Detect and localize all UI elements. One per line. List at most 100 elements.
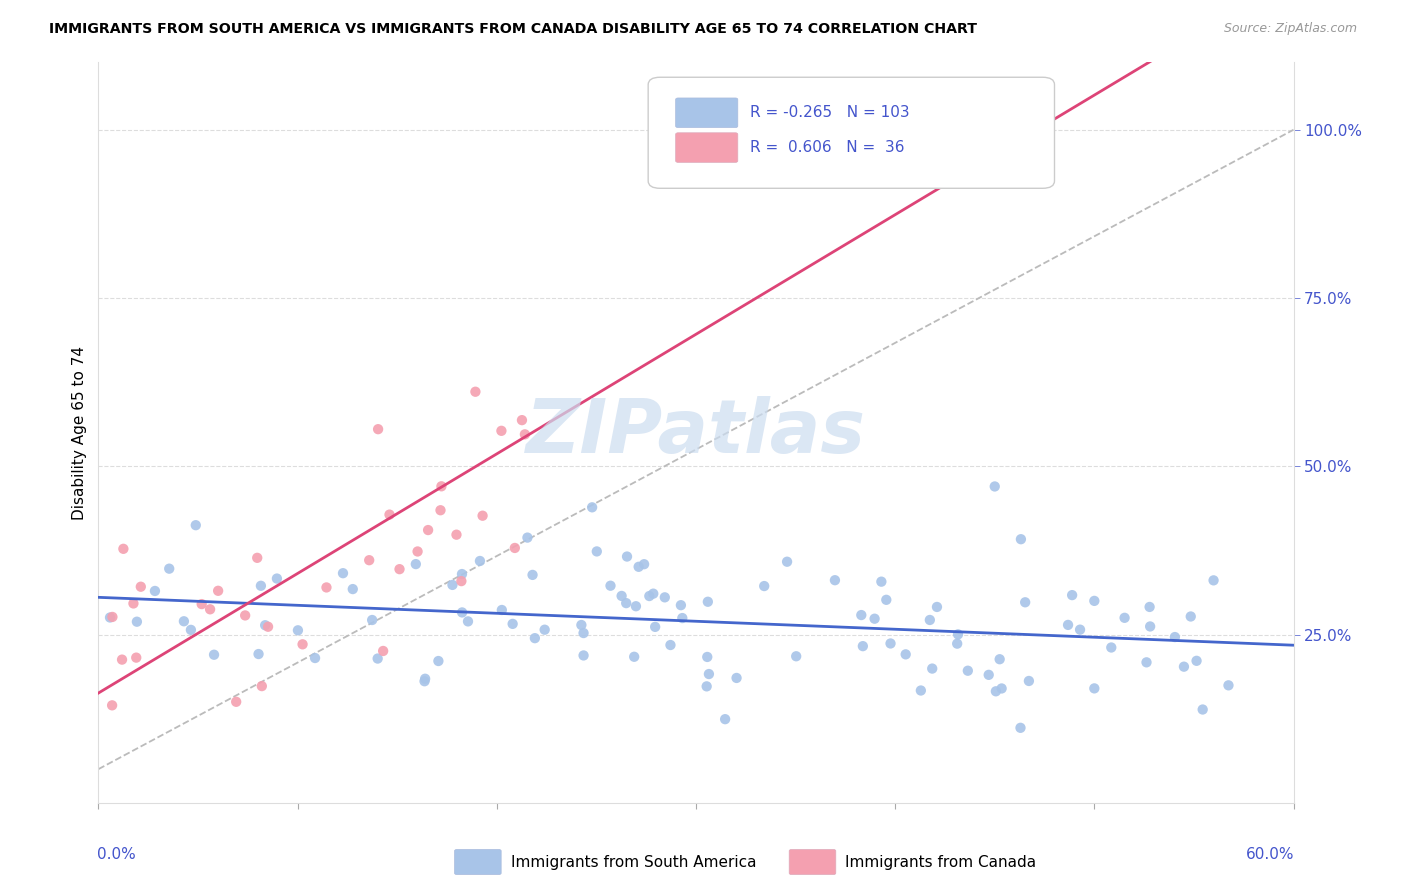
Point	[1114, 611, 1136, 625]
Point	[988, 652, 1011, 666]
Text: 0.0%: 0.0%	[97, 847, 136, 863]
Point	[98, 610, 121, 624]
Point	[696, 649, 718, 664]
Point	[430, 479, 453, 493]
Point	[250, 579, 273, 593]
Point	[714, 712, 737, 726]
Point	[359, 553, 381, 567]
Point	[946, 627, 969, 641]
Point	[446, 527, 468, 541]
Point	[457, 615, 479, 629]
Point	[361, 613, 384, 627]
Text: R =  0.606   N =  36: R = 0.606 N = 36	[749, 140, 904, 155]
Point	[254, 618, 277, 632]
Point	[627, 559, 650, 574]
Y-axis label: Disability Age 65 to 74: Disability Age 65 to 74	[72, 345, 87, 520]
Text: IMMIGRANTS FROM SOUTH AMERICA VS IMMIGRANTS FROM CANADA DISABILITY AGE 65 TO 74 : IMMIGRANTS FROM SOUTH AMERICA VS IMMIGRA…	[49, 22, 977, 37]
Point	[1185, 654, 1208, 668]
Point	[638, 589, 661, 603]
Point	[491, 603, 513, 617]
Point	[491, 424, 513, 438]
Point	[569, 618, 592, 632]
Point	[990, 681, 1012, 696]
Point	[523, 631, 546, 645]
Point	[250, 679, 273, 693]
Point	[671, 611, 693, 625]
Point	[918, 613, 941, 627]
Point	[1135, 656, 1157, 670]
Point	[451, 606, 474, 620]
Point	[1018, 673, 1040, 688]
Point	[111, 652, 134, 666]
Point	[1057, 618, 1080, 632]
Point	[516, 531, 538, 545]
Point	[894, 648, 917, 662]
Point	[654, 591, 676, 605]
Point	[669, 598, 692, 612]
Point	[367, 422, 389, 436]
Point	[851, 608, 873, 623]
Point	[184, 518, 207, 533]
Point	[225, 695, 247, 709]
Point	[659, 638, 682, 652]
Point	[246, 550, 269, 565]
Point	[533, 623, 555, 637]
Point	[1180, 609, 1202, 624]
Point	[101, 610, 124, 624]
Point	[1069, 623, 1091, 637]
Point	[1191, 702, 1213, 716]
Point	[291, 637, 314, 651]
Point	[1010, 532, 1032, 546]
Text: Immigrants from Canada: Immigrants from Canada	[845, 855, 1036, 870]
Point	[388, 562, 411, 576]
Point	[416, 523, 439, 537]
Point	[1139, 599, 1161, 614]
Point	[1218, 678, 1240, 692]
Point	[925, 599, 948, 614]
Point	[180, 623, 202, 637]
Point	[471, 508, 494, 523]
Point	[378, 508, 401, 522]
Point	[984, 684, 1007, 698]
Point	[1202, 574, 1225, 588]
Point	[315, 581, 337, 595]
Point	[599, 579, 621, 593]
Text: Source: ZipAtlas.com: Source: ZipAtlas.com	[1223, 22, 1357, 36]
Point	[585, 544, 607, 558]
Point	[266, 572, 288, 586]
Point	[451, 567, 474, 582]
Point	[921, 662, 943, 676]
Point	[697, 667, 720, 681]
Point	[342, 582, 364, 596]
FancyBboxPatch shape	[454, 849, 501, 875]
Point	[413, 674, 436, 689]
Point	[427, 654, 450, 668]
Point	[644, 620, 666, 634]
Point	[247, 647, 270, 661]
Point	[373, 644, 395, 658]
Point	[464, 384, 486, 399]
Point	[468, 554, 491, 568]
Point	[1164, 630, 1187, 644]
Point	[924, 122, 946, 136]
Text: 60.0%: 60.0%	[1246, 847, 1295, 863]
Point	[441, 578, 464, 592]
Point	[1099, 640, 1122, 655]
Point	[581, 500, 603, 515]
Point	[332, 566, 354, 581]
Point	[870, 574, 893, 589]
FancyBboxPatch shape	[789, 849, 835, 875]
Point	[406, 544, 429, 558]
Point	[101, 698, 124, 713]
Point	[257, 620, 280, 634]
Point	[190, 597, 212, 611]
Point	[1173, 659, 1195, 673]
Text: Immigrants from South America: Immigrants from South America	[510, 855, 756, 870]
Point	[1062, 588, 1084, 602]
Point	[614, 596, 637, 610]
Point	[910, 683, 932, 698]
Point	[157, 562, 180, 576]
Point	[129, 580, 152, 594]
FancyBboxPatch shape	[676, 98, 738, 128]
Point	[207, 583, 229, 598]
